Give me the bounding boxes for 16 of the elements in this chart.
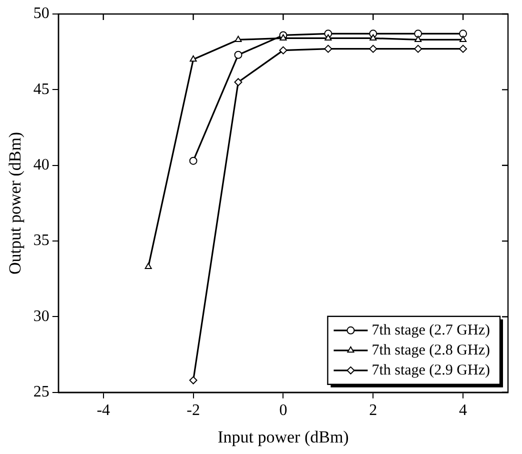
x-tick-label: 4 <box>459 402 468 420</box>
legend-label: 7th stage (2.8 GHz) <box>372 342 490 358</box>
x-tick-label: 2 <box>369 402 378 420</box>
legend-label: 7th stage (2.9 GHz) <box>372 362 490 378</box>
legend-label: 7th stage (2.7 GHz) <box>372 322 490 338</box>
y-tick-label: 25 <box>33 384 50 401</box>
y-tick-label: 30 <box>33 308 50 325</box>
y-tick-label: 50 <box>33 5 50 22</box>
y-axis-title: Output power (dBm) <box>6 132 25 274</box>
x-tick-label: -2 <box>186 402 200 420</box>
y-tick-label: 40 <box>33 156 50 174</box>
x-tick-label: 0 <box>279 402 288 420</box>
y-tick-label: 45 <box>33 80 50 98</box>
x-axis-title: Input power (dBm) <box>218 427 349 446</box>
y-tick-label: 35 <box>33 232 50 250</box>
x-tick-label: -4 <box>96 402 110 420</box>
